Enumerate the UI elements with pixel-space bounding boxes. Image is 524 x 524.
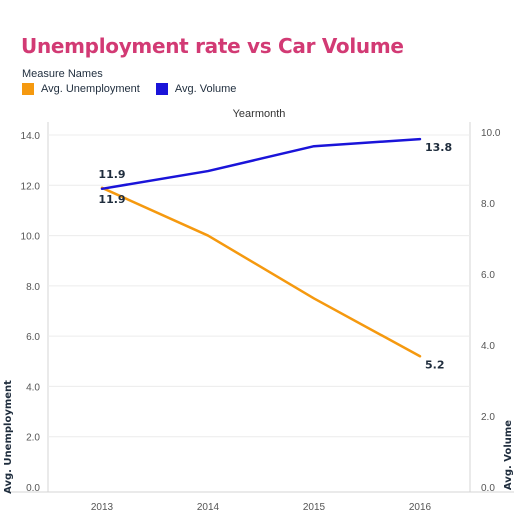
series-line-unemployment xyxy=(100,186,422,358)
legend-title: Measure Names xyxy=(22,68,103,80)
y-right-axis-title: Avg. Volume xyxy=(503,420,514,490)
y-right-tick-label: 0.0 xyxy=(481,483,495,494)
legend: Avg. Unemployment Avg. Volume xyxy=(22,83,252,95)
series-line-volume xyxy=(100,137,422,191)
x-tick-label: 2013 xyxy=(91,502,114,513)
data-label: 11.9 xyxy=(98,193,125,206)
legend-swatch-volume xyxy=(155,83,168,95)
data-label: 13.8 xyxy=(425,141,452,154)
x-tick-label: 2015 xyxy=(303,502,326,513)
y-left-tick-label: 6.0 xyxy=(26,332,40,343)
y-left-tick-label: 0.0 xyxy=(26,483,40,494)
y-left-tick-label: 2.0 xyxy=(26,433,40,444)
legend-swatch-unemployment xyxy=(22,83,34,95)
chart-title: Unemployment rate vs Car Volume xyxy=(21,34,404,58)
y-left-tick-label: 4.0 xyxy=(26,382,40,393)
column-header: Yearmonth xyxy=(233,108,286,120)
data-label: 5.2 xyxy=(425,358,445,371)
y-left-tick-label: 14.0 xyxy=(21,131,41,142)
y-left-tick-label: 10.0 xyxy=(21,232,41,243)
legend-item-unemployment[interactable]: Avg. Unemployment xyxy=(22,83,140,95)
y-right-tick-label: 2.0 xyxy=(481,412,495,423)
legend-label-volume: Avg. Volume xyxy=(174,83,237,95)
y-left-axis-title: Avg. Unemployment xyxy=(3,380,14,494)
y-left-tick-label: 8.0 xyxy=(26,282,40,293)
y-right-tick-label: 10.0 xyxy=(481,128,501,139)
y-left-tick-label: 12.0 xyxy=(21,181,41,192)
legend-item-volume[interactable]: Avg. Volume xyxy=(155,83,237,95)
x-tick-label: 2016 xyxy=(409,502,432,513)
data-label: 11.9 xyxy=(98,168,125,181)
legend-label-unemployment: Avg. Unemployment xyxy=(41,83,140,95)
x-tick-label: 2014 xyxy=(197,502,220,513)
y-right-tick-label: 4.0 xyxy=(481,341,495,352)
y-right-tick-label: 8.0 xyxy=(481,199,495,210)
y-right-tick-label: 6.0 xyxy=(481,270,495,281)
